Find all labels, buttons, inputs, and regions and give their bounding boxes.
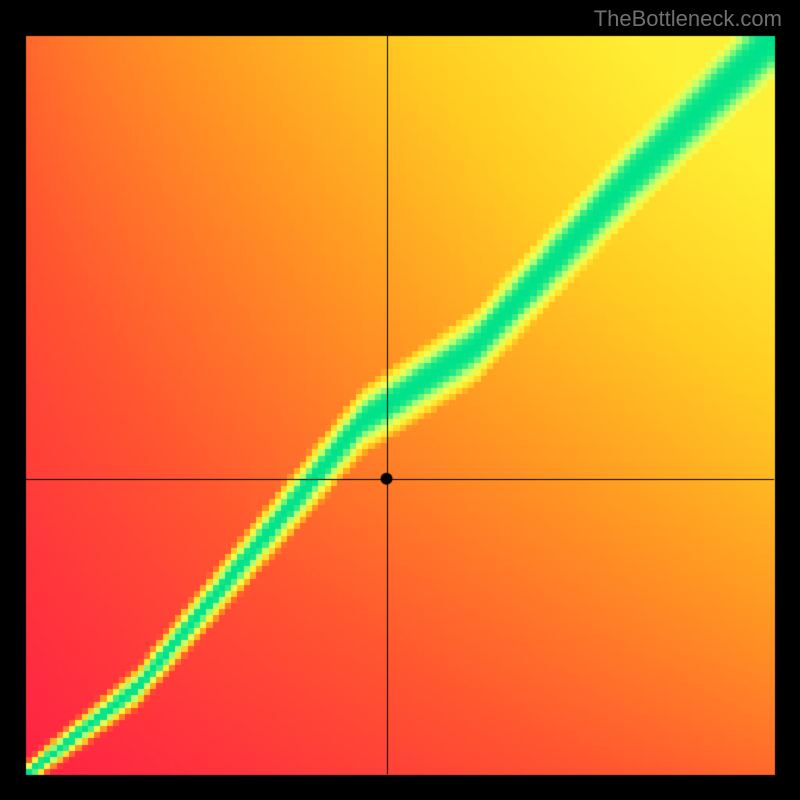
bottleneck-heatmap [0,0,800,800]
chart-container: TheBottleneck.com [0,0,800,800]
watermark-text: TheBottleneck.com [594,6,782,32]
